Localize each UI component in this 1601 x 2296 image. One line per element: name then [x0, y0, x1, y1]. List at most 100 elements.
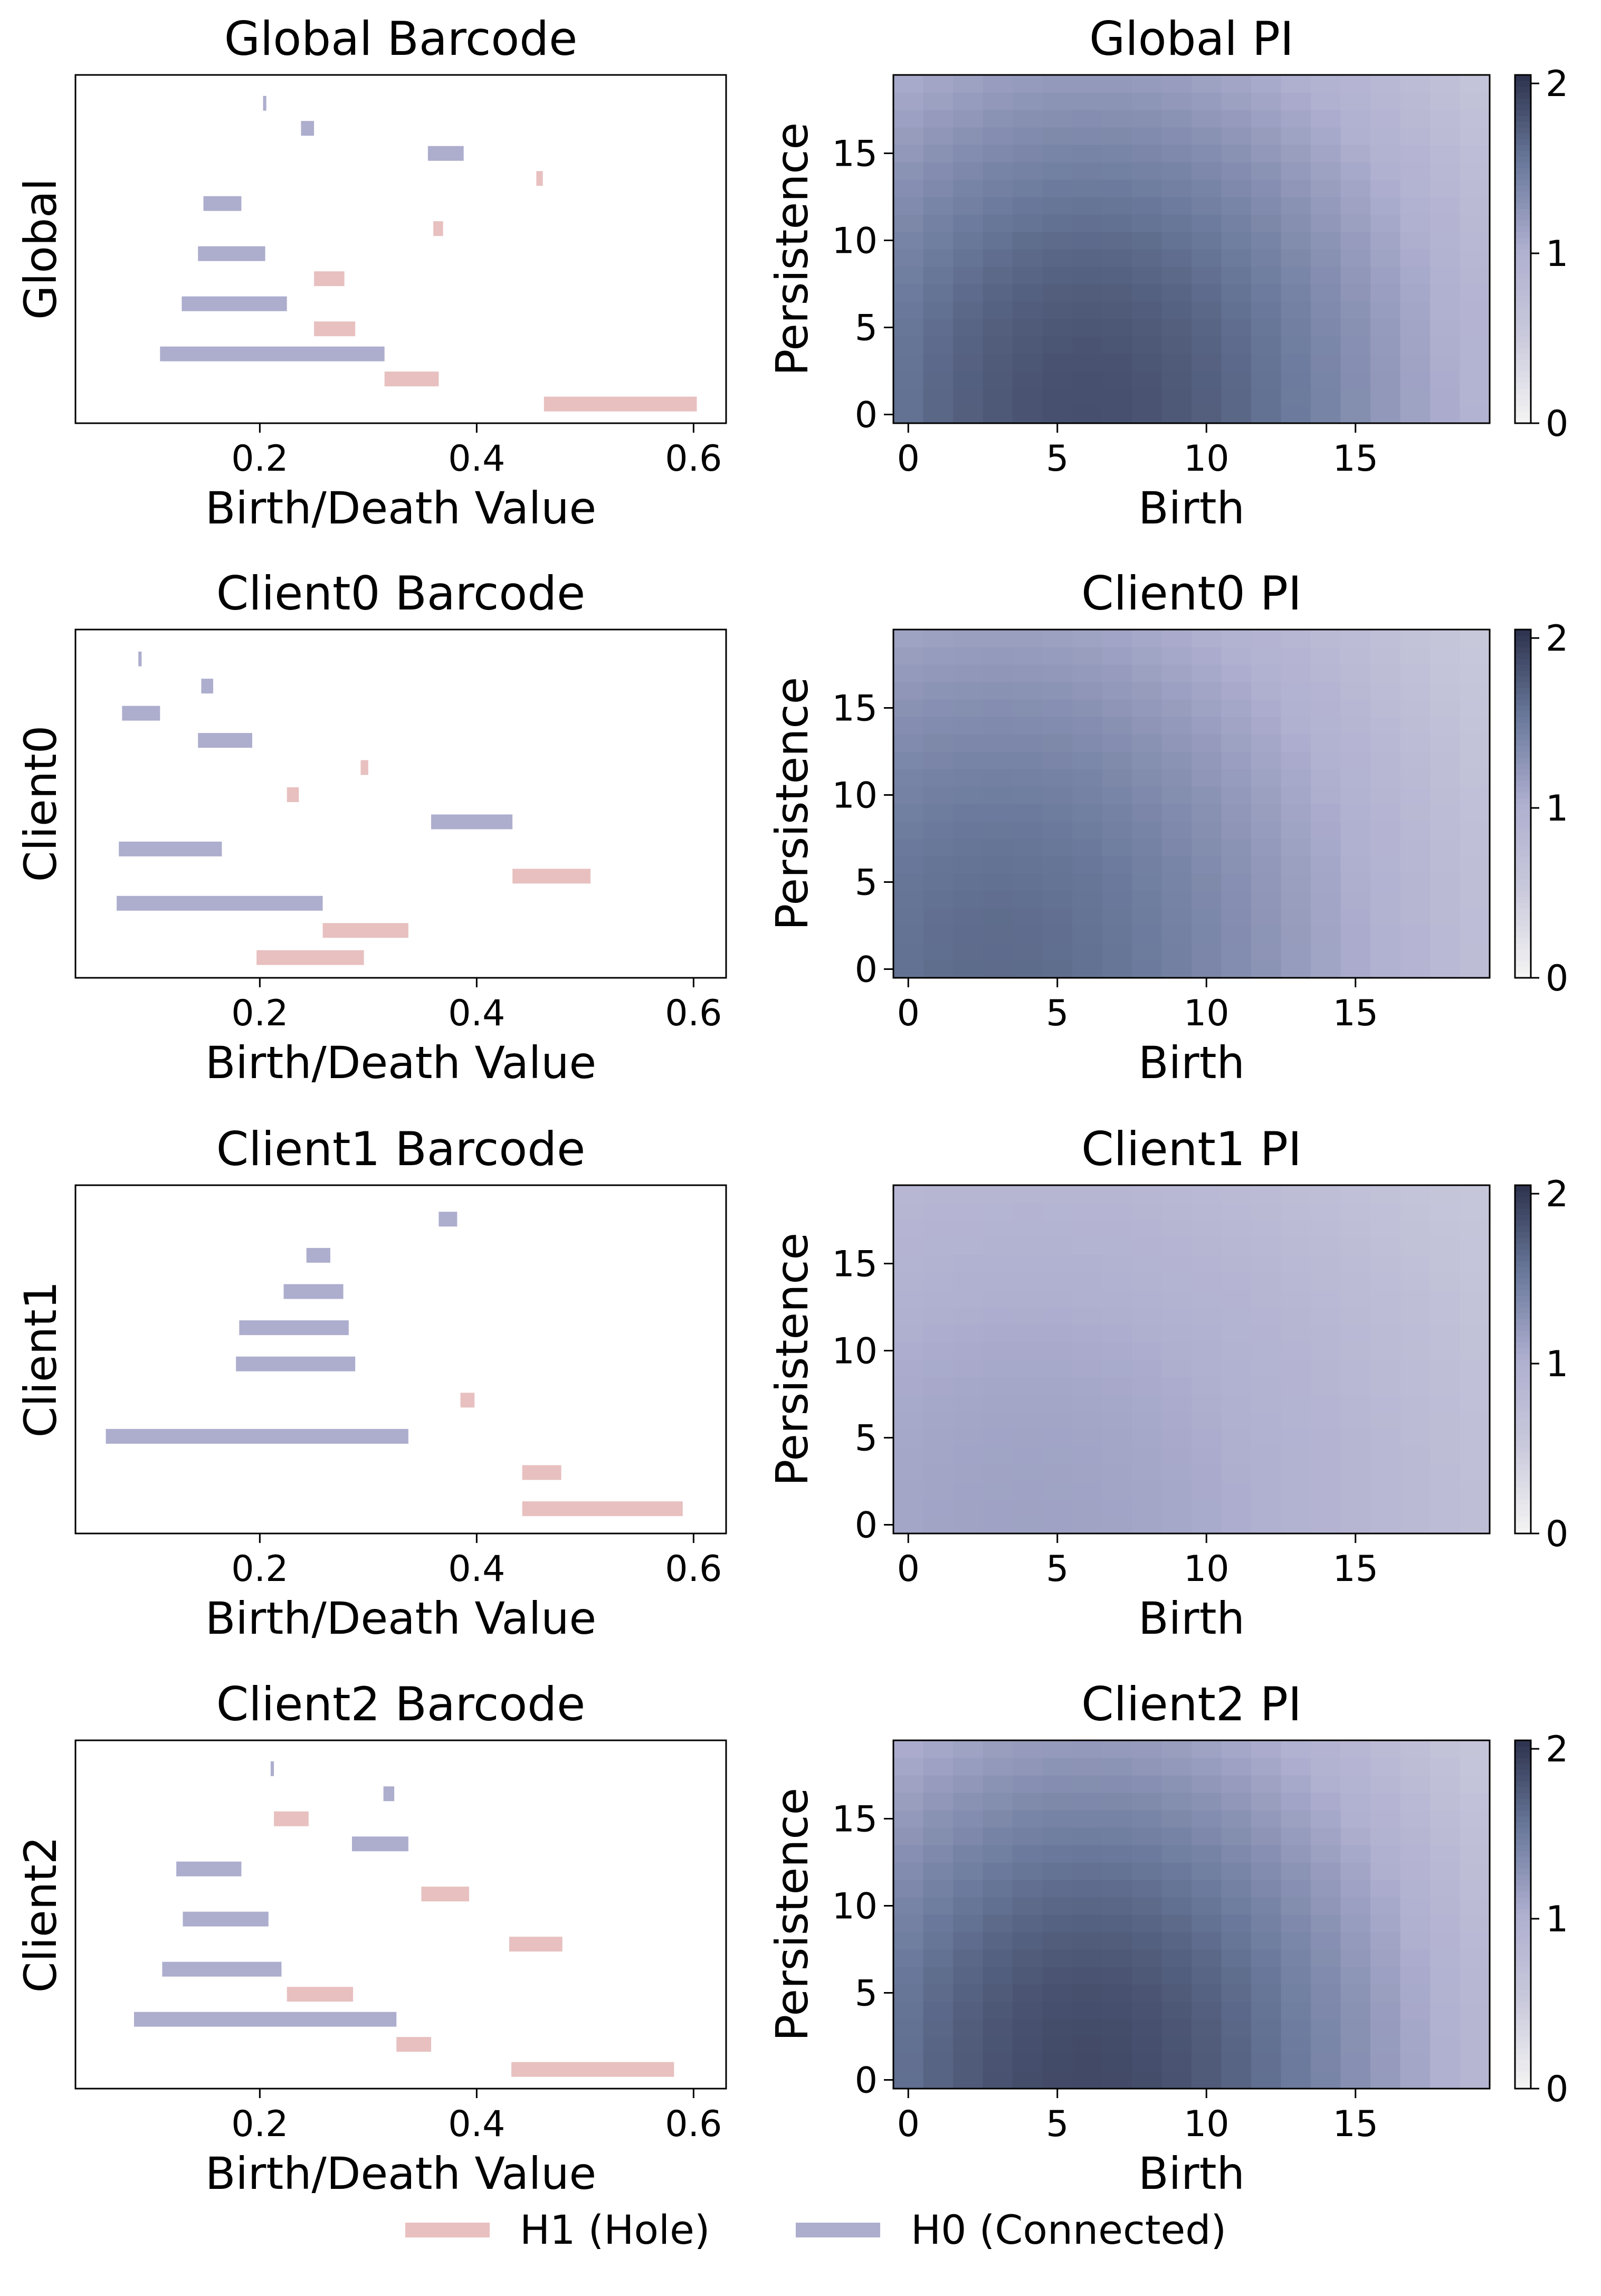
pi-cell — [953, 943, 984, 961]
h0-bar — [270, 1761, 274, 1776]
pi-cell — [1013, 804, 1043, 822]
pi-cell — [923, 943, 954, 961]
pi-cell — [1340, 301, 1371, 319]
pi-cell — [1042, 1516, 1073, 1534]
pi-cell — [1221, 734, 1252, 752]
pi-cell — [1042, 1481, 1073, 1499]
colorbar-segment — [1515, 1417, 1531, 1424]
y-tick-label: 5 — [855, 1418, 878, 1460]
colorbar-segment — [1515, 400, 1531, 406]
colorbar-segment — [1515, 1909, 1531, 1915]
pi-cell — [1370, 1481, 1401, 1499]
colorbar-segment — [1515, 1856, 1531, 1863]
pi-cell — [953, 786, 984, 804]
pi-cell — [1132, 717, 1162, 735]
pi-cell — [1400, 1949, 1431, 1967]
pi-cell — [923, 1914, 954, 1932]
pi-cell — [1132, 786, 1162, 804]
pi-cell — [1013, 1932, 1043, 1950]
pi-cell — [923, 1394, 954, 1412]
colorbar-tick-label: 2 — [1546, 618, 1568, 660]
barcode-frame — [74, 1739, 727, 2090]
pi-cell — [1192, 1272, 1222, 1290]
y-tick-label: 15 — [832, 688, 878, 730]
pi-cell — [1400, 354, 1431, 371]
h1-bar — [396, 2037, 432, 2052]
pi-cell — [1132, 1203, 1162, 1221]
colorbar-segment — [1515, 1232, 1531, 1238]
pi-cell — [953, 319, 984, 337]
h0-bar — [383, 1786, 395, 1802]
pi-cell — [983, 214, 1013, 232]
pi-cell — [1430, 821, 1461, 839]
pi-cell — [1132, 873, 1162, 891]
pi-cell — [1013, 110, 1043, 128]
pi-cell — [1161, 1862, 1192, 1880]
colorbar-segment — [1515, 1336, 1531, 1342]
colorbar-segment — [1515, 325, 1531, 331]
pi-cell — [1013, 354, 1043, 371]
colorbar-segment — [1515, 844, 1531, 851]
pi-cell — [1132, 839, 1162, 856]
pi-cell — [1013, 1429, 1043, 1447]
pi-cell — [1161, 891, 1192, 909]
pi-cell — [1102, 1914, 1132, 1932]
colorbar-segment — [1515, 856, 1531, 862]
pi-cell — [1370, 1845, 1401, 1863]
pi-cell — [1370, 179, 1401, 197]
pi-cell — [893, 319, 924, 337]
colorbar-segment — [1515, 1388, 1531, 1395]
pi-cell — [1281, 1185, 1311, 1203]
pi-cell — [1042, 197, 1073, 215]
pi-cell — [1192, 1325, 1222, 1342]
pi-cell — [1013, 926, 1043, 944]
pi-cell — [1340, 1446, 1371, 1464]
pi-cell — [1251, 284, 1282, 302]
pi-cell — [1221, 336, 1252, 354]
pi-cell — [1400, 647, 1431, 665]
pi-cell — [1072, 1499, 1103, 1517]
pi-cell — [1430, 2071, 1461, 2089]
pi-cell — [1251, 1220, 1282, 1238]
pi-cell — [1340, 2054, 1371, 2072]
pi-cell — [1340, 284, 1371, 302]
pi-cell — [923, 127, 954, 145]
pi-cell — [1221, 1775, 1252, 1793]
pi-cell — [1311, 354, 1341, 371]
pi-cell — [1251, 2054, 1282, 2072]
pi-cell — [1192, 2054, 1222, 2072]
barcode-title: Client0 Barcode — [216, 566, 586, 621]
x-tick-label: 15 — [1332, 1548, 1378, 1590]
pi-cell — [1161, 249, 1192, 267]
pi-cell — [1042, 388, 1073, 406]
pi-cell — [1102, 110, 1132, 128]
pi-cell — [1161, 839, 1192, 856]
pi-cell — [1013, 1775, 1043, 1793]
pi-cell — [1221, 1984, 1252, 2002]
pi-cell — [1430, 839, 1461, 856]
pi-cell — [1192, 336, 1222, 354]
pi-cell — [1281, 856, 1311, 874]
pi-cell — [893, 232, 924, 250]
pi-cell — [1340, 682, 1371, 700]
pi-cell — [1161, 1272, 1192, 1290]
colorbar-segment — [1515, 1522, 1531, 1528]
pi-cell — [1430, 1412, 1461, 1430]
pi-cell — [1370, 406, 1401, 424]
colorbar-segment — [1515, 87, 1531, 93]
pi-cell — [1370, 1775, 1401, 1793]
pi-cell — [923, 751, 954, 769]
pi-cell — [893, 630, 924, 647]
colorbar-segment — [1515, 1862, 1531, 1869]
pi-cell — [1042, 856, 1073, 874]
colorbar-segment — [1515, 2019, 1531, 2025]
pi-cell — [1400, 1880, 1431, 1898]
colorbar-segment — [1515, 104, 1531, 110]
pi-cell — [1102, 197, 1132, 215]
pi-cell — [1340, 769, 1371, 787]
colorbar-segment — [1515, 1961, 1531, 1967]
colorbar-segment — [1515, 301, 1531, 308]
pi-cell — [983, 354, 1013, 371]
